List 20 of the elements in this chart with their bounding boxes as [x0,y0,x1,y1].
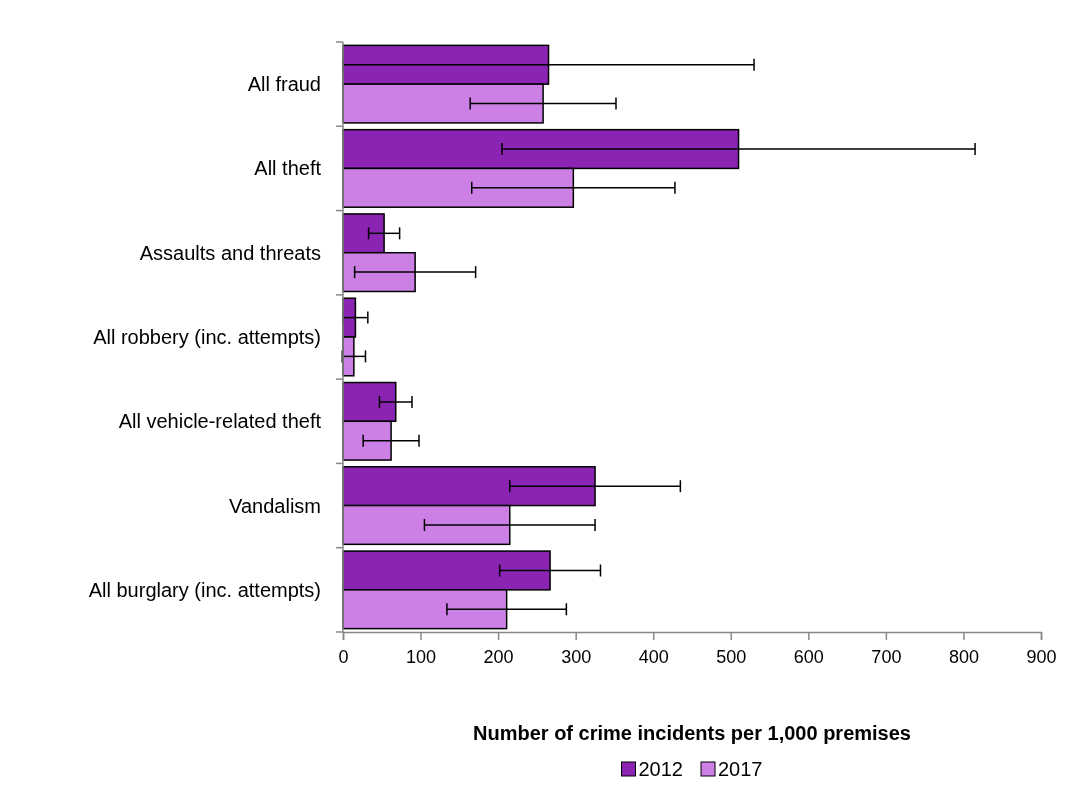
x-tick-label: 500 [716,646,747,667]
y-tick-label: All theft [254,157,322,180]
x-tick-label: 600 [793,646,824,667]
x-tick-label: 200 [483,646,514,667]
y-tick-label: All fraud [247,73,321,96]
x-tick-label: 400 [638,646,669,667]
x-tick-label: 100 [406,646,437,667]
legend-label: 2012 [638,758,683,780]
x-tick-label: 300 [561,646,592,667]
y-tick-label: Assaults and threats [139,241,321,264]
y-tick-label: All robbery (inc. attempts) [93,326,321,348]
x-axis-title: Number of crime incidents per 1,000 premises [473,722,911,744]
x-tick-label: 900 [1026,646,1057,667]
y-tick-label: Vandalism [229,494,321,517]
legend-label: 2017 [718,758,763,780]
x-tick-label: 800 [948,646,979,667]
x-tick-label: 700 [871,646,902,667]
y-tick-label: All vehicle-related theft [118,410,322,433]
x-tick-label: 0 [338,646,349,667]
y-tick-label: All burglary (inc. attempts) [88,578,321,601]
